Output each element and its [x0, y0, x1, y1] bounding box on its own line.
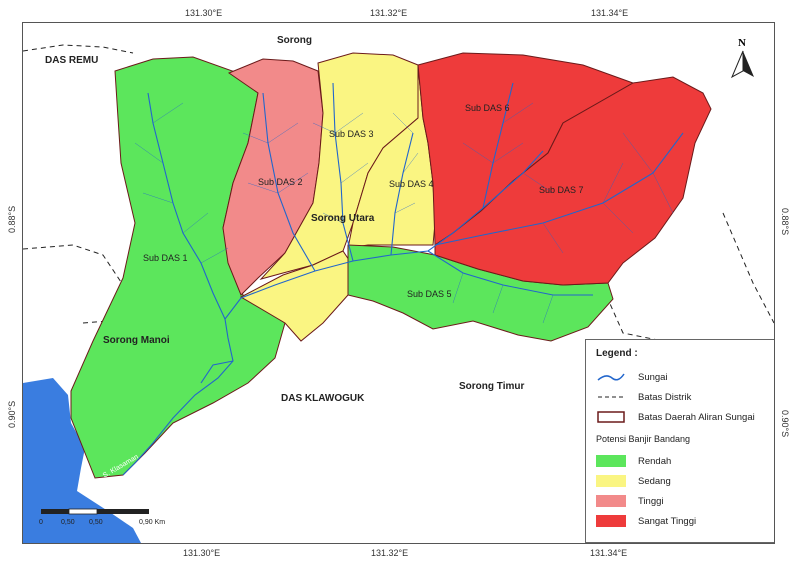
label-sub-das-3: Sub DAS 3: [329, 129, 374, 139]
legend-label-rendah: Rendah: [638, 455, 672, 467]
sea-area: [23, 378, 141, 543]
label-sub-das-1: Sub DAS 1: [143, 253, 188, 263]
label-sorong-timur: Sorong Timur: [459, 381, 525, 392]
coord-bottom-3: 131.34°E: [590, 548, 628, 558]
sub-das-7-area: [434, 76, 712, 286]
legend-item-batas-das: Batas Daerah Aliran Sungai: [596, 410, 755, 424]
coord-left-1: 0.88°S: [7, 205, 17, 233]
legend-class-tinggi: Tinggi: [596, 494, 664, 508]
scale-tick-1: 0,50: [61, 519, 75, 526]
coord-right-2: 0.90°S: [780, 410, 790, 438]
coord-bottom-2: 131.32°E: [371, 548, 409, 558]
legend-label-sungai: Sungai: [638, 371, 668, 383]
legend: Legend : Sungai Batas Distrik Batas Daer…: [585, 339, 774, 543]
scale-tick-0: 0: [39, 519, 43, 526]
scale-bar-graphic: [41, 508, 149, 515]
legend-subtitle: Potensi Banjir Bandang: [596, 434, 691, 444]
coord-left-2: 0.90°S: [7, 400, 17, 428]
label-das-klawoguk: DAS KLAWOGUK: [281, 393, 365, 404]
river-tributaries: [134, 102, 674, 324]
label-sub-das-2: Sub DAS 2: [258, 177, 303, 187]
coord-bottom-1: 131.30°E: [183, 548, 221, 558]
sub-das-2-area: [222, 58, 324, 296]
label-sorong-utara: Sorong Utara: [311, 213, 375, 224]
swatch-sangat-tinggi: [596, 515, 626, 527]
legend-label-sedang: Sedang: [638, 475, 671, 487]
watershed-border-icon: [596, 411, 626, 423]
label-sorong: Sorong: [277, 35, 312, 46]
north-label: N: [738, 37, 746, 49]
scale-bar: 0 0,50 0,50 0,90 Km: [39, 505, 179, 535]
swatch-tinggi: [596, 495, 626, 507]
legend-label-sangat-tinggi: Sangat Tinggi: [638, 515, 697, 527]
coord-top-1: 131.30°E: [185, 8, 223, 18]
scale-tick-2: 0,50: [89, 519, 103, 526]
legend-label-batas-das: Batas Daerah Aliran Sungai: [638, 411, 755, 423]
swatch-sedang: [596, 475, 626, 487]
scale-tick-3: 0,90 Km: [139, 519, 166, 526]
coord-top-2: 131.32°E: [370, 8, 408, 18]
map-frame: DAS REMU Sorong Sub DAS 1 Sub DAS 2 Sub …: [22, 22, 775, 544]
river-network: [122, 82, 684, 476]
dashed-line-icon: [596, 391, 626, 403]
north-arrow: N: [726, 37, 760, 83]
label-sub-das-6: Sub DAS 6: [465, 103, 510, 113]
legend-label-tinggi: Tinggi: [638, 495, 664, 507]
legend-class-rendah: Rendah: [596, 454, 671, 468]
label-sub-das-7: Sub DAS 7: [539, 185, 584, 195]
legend-label-batas-distrik: Batas Distrik: [638, 391, 692, 403]
legend-title: Legend :: [596, 348, 638, 359]
label-sub-das-5: Sub DAS 5: [407, 289, 452, 299]
legend-class-sedang: Sedang: [596, 474, 671, 488]
legend-item-batas-distrik: Batas Distrik: [596, 390, 691, 404]
swatch-rendah: [596, 455, 626, 467]
river-line-icon: [596, 371, 626, 383]
label-sorong-manoi: Sorong Manoi: [103, 335, 170, 346]
watershed-map: [23, 44, 774, 543]
legend-item-sungai: Sungai: [596, 370, 668, 384]
label-sub-das-4: Sub DAS 4: [389, 179, 434, 189]
label-das-remu: DAS REMU: [45, 55, 99, 66]
coord-right-1: 0.88°S: [780, 208, 790, 236]
legend-class-sangat-tinggi: Sangat Tinggi: [596, 514, 696, 528]
north-arrow-icon: [730, 50, 754, 79]
coord-top-3: 131.34°E: [591, 8, 629, 18]
